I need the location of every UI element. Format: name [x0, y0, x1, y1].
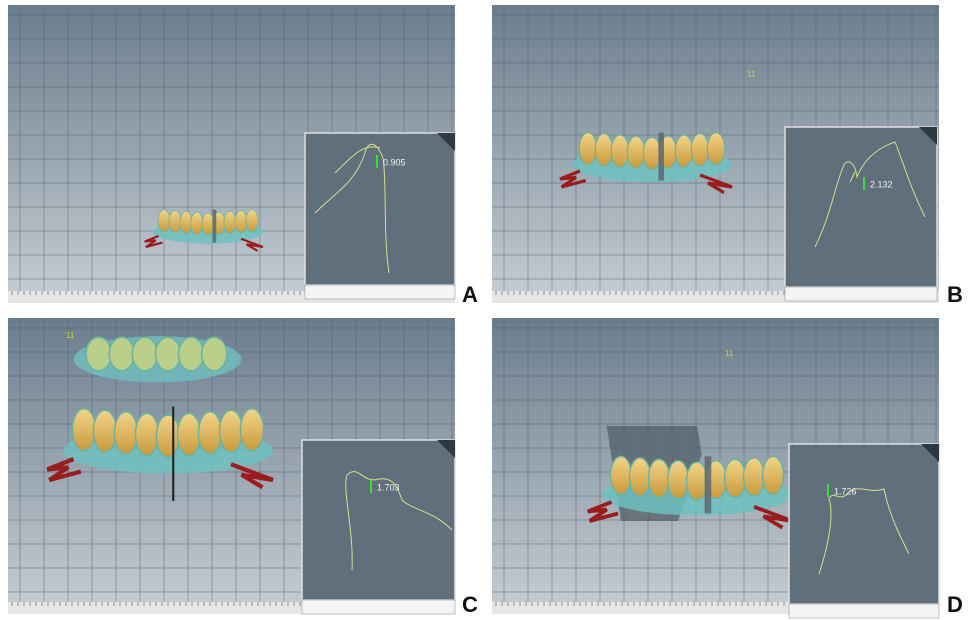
tooth	[627, 136, 645, 168]
inset-box	[785, 127, 937, 287]
tooth	[246, 210, 258, 232]
tooth	[763, 456, 784, 494]
inset-box	[789, 444, 939, 604]
tooth	[72, 409, 95, 451]
tooth	[579, 133, 597, 165]
tooth	[687, 462, 708, 500]
panel: 0.905	[8, 5, 455, 303]
tooth	[191, 212, 203, 234]
tooth	[675, 135, 693, 167]
tooth	[132, 337, 157, 371]
panel: 2.132 11	[492, 5, 939, 303]
inset-toolbar	[305, 285, 455, 299]
tooth	[109, 337, 134, 371]
panel-letter: A	[462, 282, 478, 307]
inset-toolbar	[302, 600, 455, 614]
tooth	[156, 415, 179, 457]
tooth	[611, 135, 629, 167]
tooth-number: 11	[747, 70, 756, 79]
inset-toolbar	[789, 604, 939, 618]
tooth	[169, 210, 181, 232]
tooth	[643, 137, 661, 169]
panel: 1.703 11	[8, 318, 455, 614]
tooth	[202, 337, 227, 371]
panel: 1.726 11	[492, 318, 939, 618]
tooth	[611, 456, 632, 494]
measurement: 1.703	[377, 482, 400, 492]
tooth	[114, 412, 137, 454]
tooth	[744, 458, 765, 496]
inset-box	[302, 440, 455, 600]
tooth	[86, 337, 111, 371]
inset: 1.726	[789, 444, 939, 618]
inset-box	[305, 133, 455, 285]
tooth-number: 11	[66, 331, 75, 340]
tooth	[93, 410, 116, 452]
figure: 0.905 A 2.132 11 B 1.703 11 C 1.726 11 D	[0, 0, 974, 620]
panel-letter: C	[462, 592, 478, 617]
measurement: 0.905	[383, 157, 406, 167]
tooth	[219, 410, 242, 452]
inset: 0.905	[305, 133, 455, 299]
inset-toolbar	[785, 287, 937, 301]
tooth	[691, 134, 709, 166]
tooth	[180, 211, 192, 233]
panel-letter: D	[947, 592, 963, 617]
tooth	[155, 337, 180, 371]
tooth	[224, 211, 236, 233]
tooth	[202, 213, 214, 235]
tooth	[179, 337, 204, 371]
tooth	[198, 412, 221, 454]
section-bar	[658, 133, 664, 181]
tooth	[595, 134, 613, 166]
inset: 1.703	[302, 440, 455, 614]
tooth-number: 11	[725, 349, 734, 358]
section-bar	[212, 210, 216, 243]
tooth	[649, 459, 670, 497]
measurement: 1.726	[834, 486, 857, 496]
tooth	[725, 459, 746, 497]
section-bar	[705, 456, 712, 513]
tooth	[707, 133, 725, 165]
tooth	[177, 413, 200, 455]
panel-letter: B	[947, 282, 963, 307]
tooth	[135, 413, 158, 455]
tooth	[630, 458, 651, 496]
tooth	[158, 210, 170, 232]
tooth	[235, 210, 247, 232]
tooth	[240, 409, 263, 451]
tooth	[668, 461, 689, 499]
inset: 2.132	[785, 127, 937, 301]
measurement: 2.132	[870, 179, 893, 189]
